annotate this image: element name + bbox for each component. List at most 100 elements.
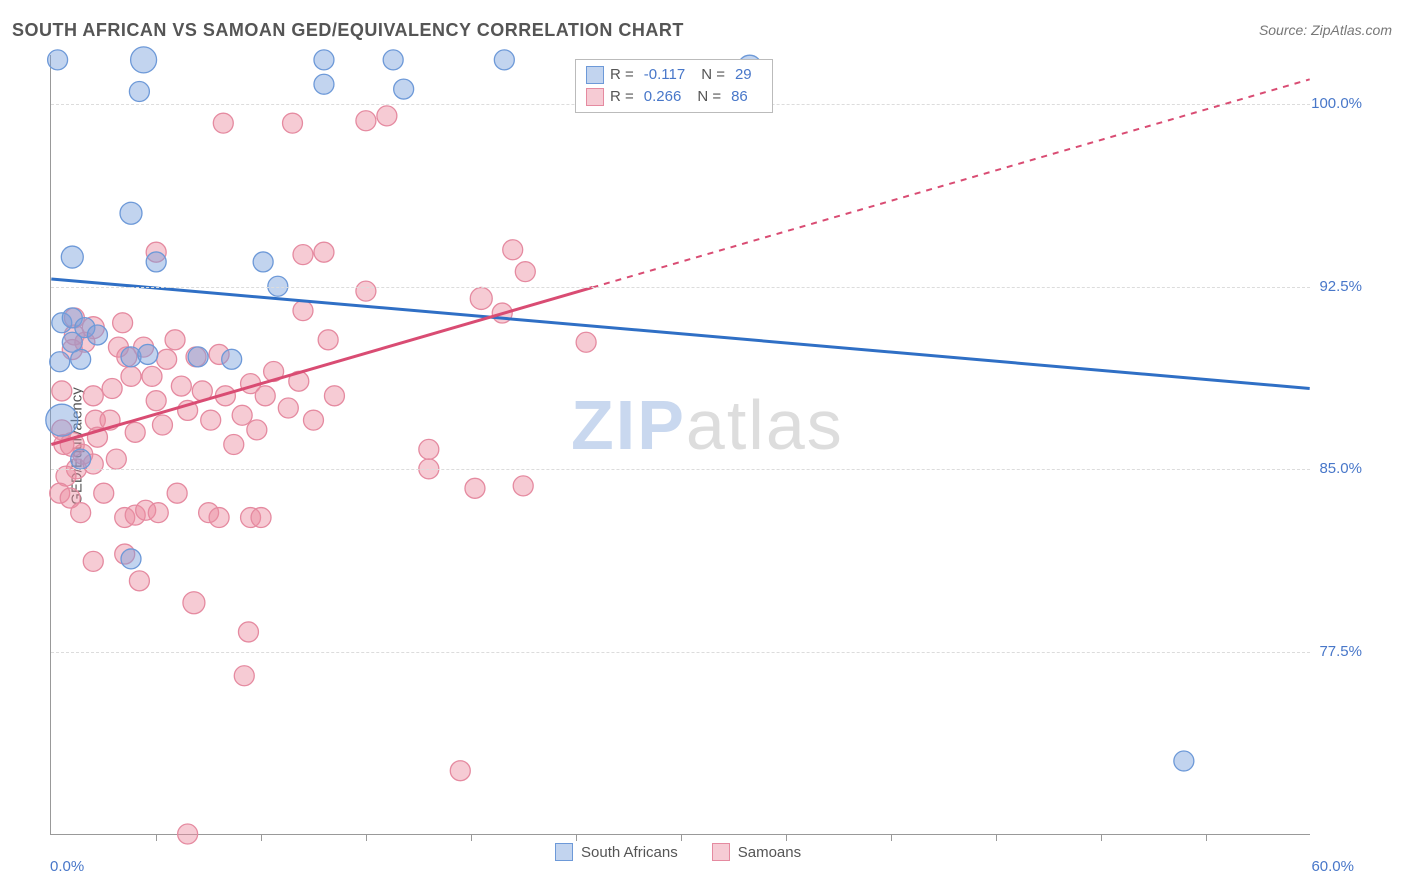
data-point: [465, 478, 485, 498]
data-point: [251, 508, 271, 528]
data-point: [224, 435, 244, 455]
data-point: [303, 410, 323, 430]
data-point: [222, 349, 242, 369]
data-point: [247, 420, 267, 440]
data-point: [278, 398, 298, 418]
data-point: [146, 252, 166, 272]
data-point: [121, 366, 141, 386]
legend-row: R = -0.117 N = 29: [586, 64, 762, 86]
data-point: [314, 74, 334, 94]
bottom-legend: South Africans Samoans: [555, 843, 801, 861]
data-point: [61, 246, 83, 268]
data-point: [377, 106, 397, 126]
data-point: [188, 347, 208, 367]
data-point: [106, 449, 126, 469]
data-point: [513, 476, 533, 496]
data-point: [138, 344, 158, 364]
data-point: [238, 622, 258, 642]
data-point: [314, 50, 334, 70]
y-tick-label: 77.5%: [1319, 643, 1362, 660]
data-point: [450, 761, 470, 781]
data-point: [201, 410, 221, 430]
data-point: [394, 79, 414, 99]
data-point: [293, 245, 313, 265]
source-label: Source: ZipAtlas.com: [1259, 22, 1392, 38]
legend-r-value: 0.266: [644, 86, 682, 108]
data-point: [209, 508, 229, 528]
legend-r-label: R =: [610, 86, 634, 108]
y-tick-label: 85.0%: [1319, 460, 1362, 477]
legend-swatch-icon: [712, 843, 730, 861]
data-point: [503, 240, 523, 260]
data-point: [50, 352, 70, 372]
data-point: [87, 325, 107, 345]
data-point: [253, 252, 273, 272]
data-point: [129, 82, 149, 102]
trend-line: [51, 279, 1309, 389]
data-point: [167, 483, 187, 503]
legend-series-label: South Africans: [581, 844, 678, 861]
data-point: [324, 386, 344, 406]
data-point: [48, 50, 68, 70]
data-point: [71, 349, 91, 369]
legend-row: R = 0.266 N = 86: [586, 86, 762, 108]
data-point: [102, 379, 122, 399]
data-point: [125, 422, 145, 442]
data-point: [293, 301, 313, 321]
x-axis-max: 60.0%: [1311, 858, 1354, 875]
data-point: [494, 50, 514, 70]
data-point: [470, 287, 492, 309]
data-point: [232, 405, 252, 425]
x-axis-min: 0.0%: [50, 858, 84, 875]
data-point: [576, 332, 596, 352]
legend-swatch-icon: [586, 66, 604, 84]
data-point: [283, 113, 303, 133]
page: SOUTH AFRICAN VS SAMOAN GED/EQUIVALENCY …: [0, 0, 1406, 892]
data-point: [146, 391, 166, 411]
data-point: [356, 281, 376, 301]
data-point: [71, 449, 91, 469]
data-point: [255, 386, 275, 406]
data-point: [94, 483, 114, 503]
chart-title: SOUTH AFRICAN VS SAMOAN GED/EQUIVALENCY …: [12, 20, 684, 41]
legend-r-label: R =: [610, 64, 634, 86]
data-point: [157, 349, 177, 369]
legend-n-label: N =: [701, 64, 725, 86]
data-point: [46, 404, 78, 436]
y-tick-label: 100.0%: [1311, 95, 1362, 112]
legend-n-label: N =: [697, 86, 721, 108]
data-point: [152, 415, 172, 435]
data-point: [213, 113, 233, 133]
legend-swatch-icon: [586, 88, 604, 106]
legend-r-value: -0.117: [644, 64, 685, 86]
legend-series-label: Samoans: [738, 844, 801, 861]
data-point: [148, 503, 168, 523]
data-point: [83, 551, 103, 571]
legend-swatch-icon: [555, 843, 573, 861]
legend-n-value: 29: [735, 64, 752, 86]
legend-box: R = -0.117 N = 29 R = 0.266 N = 86: [575, 59, 773, 113]
data-point: [515, 262, 535, 282]
data-point: [314, 242, 334, 262]
data-point: [129, 571, 149, 591]
y-tick-label: 92.5%: [1319, 278, 1362, 295]
plot-area: ZIPatlas 100.0%92.5%85.0%77.5%: [50, 55, 1310, 835]
data-point: [356, 111, 376, 131]
data-point: [234, 666, 254, 686]
data-point: [121, 549, 141, 569]
data-point: [183, 592, 205, 614]
data-point: [142, 366, 162, 386]
data-point: [419, 439, 439, 459]
data-point: [165, 330, 185, 350]
data-point: [131, 47, 157, 73]
data-point: [178, 824, 198, 844]
scatter-svg: [51, 55, 1310, 834]
data-point: [52, 381, 72, 401]
data-point: [120, 202, 142, 224]
data-point: [71, 503, 91, 523]
data-point: [1174, 751, 1194, 771]
data-point: [83, 386, 103, 406]
data-point: [113, 313, 133, 333]
data-point: [171, 376, 191, 396]
legend-n-value: 86: [731, 86, 748, 108]
